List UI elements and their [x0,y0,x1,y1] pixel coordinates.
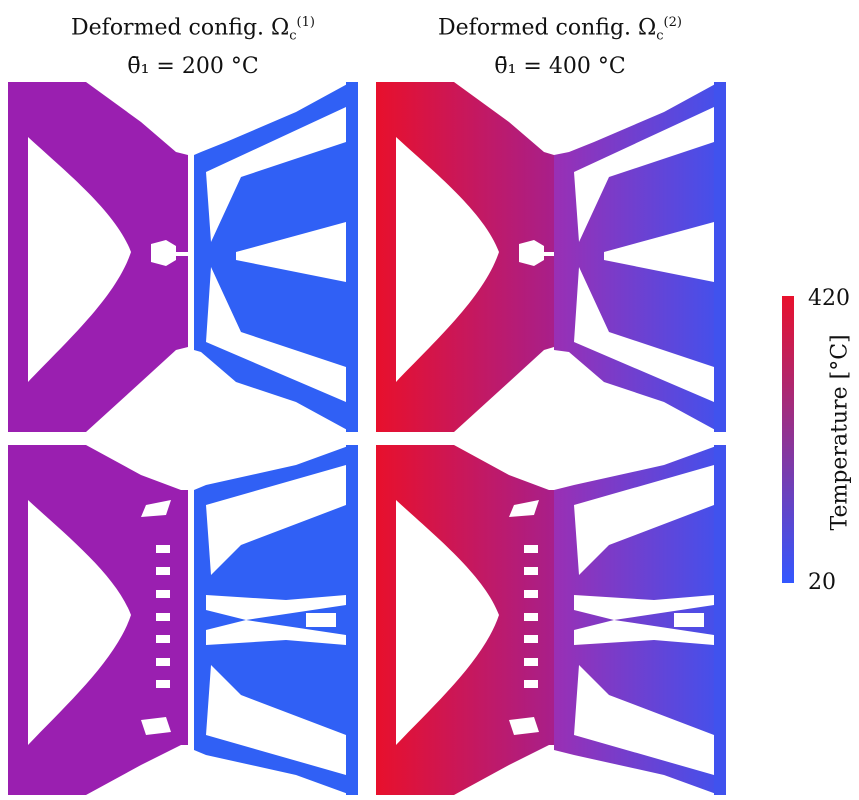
column-title-1-sup: (1) [296,15,315,30]
column-title-1-text: Deformed config. Ω [71,15,290,41]
column-title-2-text: Deformed config. Ω [438,15,657,41]
panel-deformed-400-design-a [376,82,726,432]
right-structure [194,445,358,795]
left-structure [376,445,554,795]
right-structure [554,82,726,432]
colorbar-min-label: 20 [808,570,836,595]
column-title-2-sup: (2) [663,15,682,30]
left-structure [8,445,188,795]
right-structure [194,82,358,432]
panel-deformed-200-design-a [8,82,358,432]
panel-deformed-200-design-b [8,445,358,795]
left-structure [376,82,556,432]
colorbar-max-label: 420 [808,286,850,311]
column-param-2: θ̄₁ = 400 °C [494,53,626,79]
column-title-2: Deformed config. Ωc(2) θ̄₁ = 400 °C [395,8,725,82]
panel-deformed-400-design-b [376,445,726,795]
temperature-colorbar [782,296,794,583]
column-title-1: Deformed config. Ωc(1) θ̄₁ = 200 °C [28,8,358,82]
colorbar-axis-label: Temperature [°C] [827,334,853,531]
left-structure [8,82,190,432]
column-title-1-sub: c [289,28,297,44]
column-param-1: θ̄₁ = 200 °C [127,53,259,79]
column-title-2-sub: c [656,28,664,44]
right-structure [554,445,726,795]
